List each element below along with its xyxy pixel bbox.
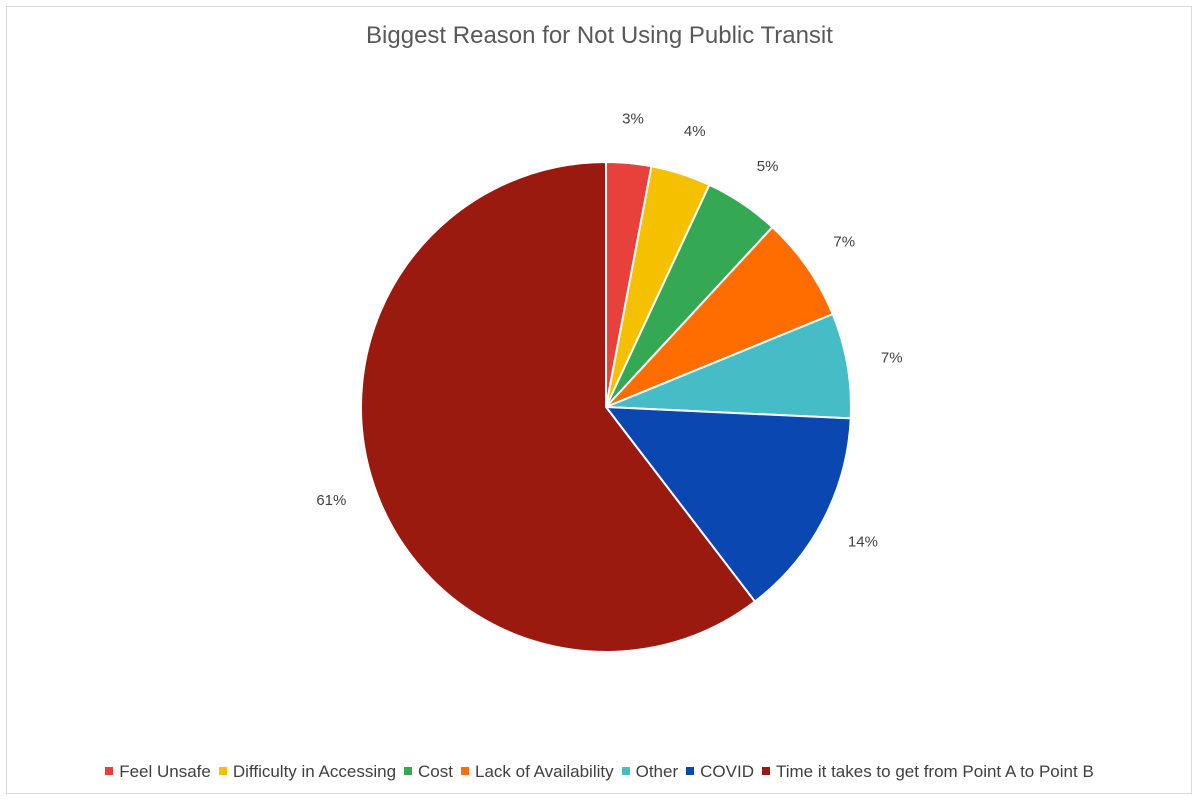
data-label-6: 61%	[316, 492, 346, 509]
pie-slices	[360, 160, 852, 653]
legend-item-3: Lack of Availability	[461, 762, 614, 782]
pie-slice-5	[603, 405, 852, 603]
chart-title: Biggest Reason for Not Using Public Tran…	[366, 22, 833, 49]
legend-item-0: Feel Unsafe	[105, 762, 211, 782]
legend-item-4: Other	[621, 762, 679, 782]
legend-swatch-4	[621, 766, 630, 775]
legend-swatch-2	[404, 766, 413, 775]
legend-swatch-1	[218, 766, 227, 775]
data-label-3: 7%	[833, 234, 855, 251]
pie-slice-6	[360, 160, 757, 653]
legend-label-3: Lack of Availability	[475, 762, 614, 781]
data-label-4: 7%	[881, 350, 903, 367]
legend-item-1: Difficulty in Accessing	[218, 762, 397, 782]
data-label-2: 5%	[757, 158, 779, 175]
legend-item-2: Cost	[404, 762, 453, 782]
legend-label-6: Time it takes to get from Point A to Poi…	[775, 762, 1094, 781]
legend-label-1: Difficulty in Accessing	[232, 762, 397, 781]
legend-swatch-5	[686, 766, 695, 775]
legend-swatch-3	[461, 766, 469, 775]
legend-item-6: Time it takes to get from Point A to Poi…	[761, 762, 1094, 782]
pie-slice-3	[605, 225, 835, 408]
data-labels: 3% 4% 5% 7% 7% 14% 61%	[316, 110, 902, 550]
legend-swatch-6	[761, 766, 770, 775]
legend-item-5: COVID	[686, 762, 754, 782]
chart-legend: Feel Unsafe Difficulty in Accessing Cost La…	[0, 762, 1199, 782]
data-label-1: 4%	[684, 123, 706, 140]
legend-label-5: COVID	[700, 762, 754, 781]
pie-slice-4	[605, 312, 852, 420]
legend-swatch-0	[105, 766, 114, 775]
data-label-5: 14%	[848, 533, 878, 550]
data-label-0: 3%	[622, 110, 644, 127]
legend-label-4: Other	[635, 762, 679, 781]
legend-label-2: Cost	[418, 762, 453, 781]
legend-label-0: Feel Unsafe	[119, 762, 211, 781]
